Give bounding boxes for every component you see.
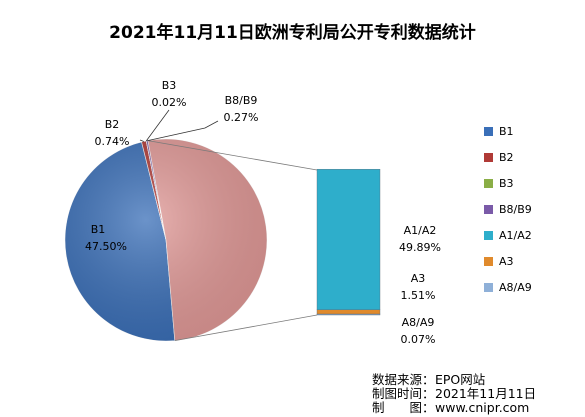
label-b1-value: 47.50% (85, 240, 127, 253)
source-label: 数据来源： (372, 372, 435, 387)
label-b1-name: B1 (91, 223, 106, 236)
maker-value: www.cnipr.com (435, 400, 529, 415)
bar-segment-a3 (316, 309, 381, 315)
source-footer: 数据来源： EPO网站 制图时间： 2021年11月11日 制 图： www.c… (372, 372, 536, 415)
date-label: 制图时间： (372, 386, 435, 401)
legend-label-b2: B2 (499, 151, 514, 164)
legend-swatch-a1-a2 (484, 231, 493, 240)
source-value: EPO网站 (435, 372, 485, 387)
legend-label-b3: B3 (499, 177, 514, 190)
maker-label: 制 图： (372, 400, 435, 415)
label-b8b9-value: 0.27% (224, 111, 259, 124)
label-b3-value: 0.02% (152, 96, 187, 109)
leader-b3 (145, 109, 170, 142)
legend-swatch-b8-b9 (484, 205, 493, 214)
leader-b8b9 (147, 120, 219, 142)
label-a3-value: 1.51% (401, 289, 436, 302)
leader-b2 (139, 139, 144, 142)
bar-segment-a1-a2 (316, 168, 381, 310)
stacked-bar (316, 168, 381, 316)
connector-top (147, 140, 318, 171)
legend-swatch-b1 (484, 127, 493, 136)
connector-lines (147, 140, 318, 342)
legend: B1 B2 B3 B8/B9 A1/A2 A3 A8/A9 (484, 125, 532, 294)
label-a1a2-name: A1/A2 (404, 224, 437, 237)
legend-swatch-b3 (484, 179, 493, 188)
legend-label-a3: A3 (499, 255, 514, 268)
legend-label-a1-a2: A1/A2 (499, 229, 532, 242)
chart-title: 2021年11月11日欧洲专利局公开专利数据统计 (109, 23, 476, 43)
legend-label-b8-b9: B8/B9 (499, 203, 532, 216)
legend-swatch-a3 (484, 257, 493, 266)
connector-bottom (174, 314, 318, 342)
pie (64, 138, 268, 342)
label-a8a9-value: 0.07% (401, 333, 436, 346)
date-value: 2021年11月11日 (435, 386, 536, 401)
label-b2-value: 0.74% (95, 135, 130, 148)
label-b3-name: B3 (162, 79, 177, 92)
label-a8a9-name: A8/A9 (402, 316, 435, 329)
label-b2-name: B2 (105, 118, 120, 131)
legend-label-a8-a9: A8/A9 (499, 281, 532, 294)
legend-swatch-a8-a9 (484, 283, 493, 292)
label-a1a2-value: 49.89% (399, 241, 441, 254)
legend-swatch-b2 (484, 153, 493, 162)
label-b8b9-name: B8/B9 (225, 94, 258, 107)
data-labels: B1 47.50% B2 0.74% B3 0.02% B8/B9 0.27% A1/A2 49.… (85, 79, 441, 346)
label-a3-name: A3 (411, 272, 426, 285)
legend-label-b1: B1 (499, 125, 514, 138)
pie-shading (65, 139, 267, 341)
